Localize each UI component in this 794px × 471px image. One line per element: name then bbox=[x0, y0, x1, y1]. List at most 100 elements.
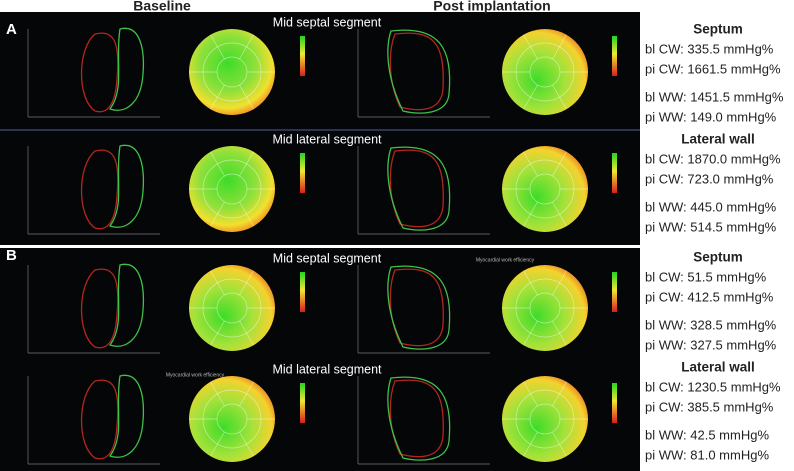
stat-line: bl WW: 445.0 mmHg% bbox=[645, 199, 777, 214]
stat-line: bl WW: 42.5 mmHg% bbox=[645, 427, 769, 442]
stat-line: pi CW: 412.5 mmHg% bbox=[645, 289, 774, 304]
color-bar bbox=[612, 153, 617, 193]
pressure-strain-loop bbox=[387, 146, 451, 231]
stat-line: pi CW: 1661.5 mmHg% bbox=[645, 61, 781, 76]
bullseye bbox=[502, 146, 588, 232]
stat-line: pi WW: 327.5 mmHg% bbox=[645, 337, 777, 352]
pressure-strain-loop bbox=[389, 149, 444, 228]
color-bar bbox=[300, 36, 305, 76]
panel-label: B bbox=[6, 247, 17, 264]
bullseye bbox=[502, 376, 588, 462]
bullseye-spoke bbox=[239, 381, 254, 407]
bullseye-spoke bbox=[552, 151, 567, 177]
stat-line: pi WW: 149.0 mmHg% bbox=[645, 109, 777, 124]
pressure-strain-loop bbox=[387, 265, 451, 350]
bullseye-spoke bbox=[552, 270, 567, 296]
segment-label: Mid septal segment bbox=[273, 251, 382, 265]
bullseye-spoke bbox=[239, 431, 254, 457]
bullseye bbox=[189, 146, 275, 232]
bullseye-spoke bbox=[552, 431, 567, 457]
bullseye-spoke bbox=[552, 381, 567, 407]
color-bar bbox=[612, 272, 617, 312]
segment-label: Mid lateral segment bbox=[272, 132, 382, 146]
bullseye-spoke bbox=[239, 84, 254, 110]
stat-line: pi CW: 723.0 mmHg% bbox=[645, 171, 774, 186]
stat-line: bl WW: 328.5 mmHg% bbox=[645, 317, 777, 332]
bullseye bbox=[502, 29, 588, 115]
bullseye-spoke bbox=[523, 320, 538, 346]
bullseye-spoke bbox=[239, 34, 254, 60]
color-bar bbox=[300, 272, 305, 312]
bullseye-spoke bbox=[210, 151, 225, 177]
row: Mid lateral segment Myocardial work effic… bbox=[27, 362, 617, 465]
pressure-strain-loop bbox=[108, 374, 145, 458]
image-caption: Myocardial work efficiency bbox=[476, 257, 535, 263]
stat-title: Lateral wall bbox=[681, 132, 755, 147]
bullseye bbox=[189, 29, 275, 115]
pressure-strain-loop bbox=[387, 376, 451, 461]
bullseye-spoke bbox=[210, 431, 225, 457]
color-bar bbox=[612, 36, 617, 76]
bullseye-spoke bbox=[523, 431, 538, 457]
pressure-strain-loop bbox=[387, 29, 451, 114]
pressure-strain-loop bbox=[389, 32, 444, 111]
stat-line: bl CW: 1230.5 mmHg% bbox=[645, 379, 781, 394]
segment-label: Mid lateral segment bbox=[272, 362, 382, 376]
bullseye-spoke bbox=[210, 381, 225, 407]
pressure-strain-loop bbox=[389, 268, 444, 347]
row: Mid lateral segment bbox=[27, 132, 617, 235]
stat-line: pi WW: 514.5 mmHg% bbox=[645, 219, 777, 234]
bullseye-spoke bbox=[523, 270, 538, 296]
stat-line: bl CW: 1870.0 mmHg% bbox=[645, 151, 781, 166]
bullseye bbox=[502, 265, 588, 351]
column-header: Baseline bbox=[133, 0, 191, 14]
pressure-strain-loop bbox=[80, 379, 119, 460]
bullseye-spoke bbox=[210, 320, 225, 346]
row: Mid septal segment bbox=[27, 15, 617, 118]
stat-line: bl CW: 51.5 mmHg% bbox=[645, 269, 767, 284]
bullseye-spoke bbox=[210, 34, 225, 60]
panel-label: A bbox=[6, 21, 17, 38]
content: A Mid septal segment Mid lateral segment Se… bbox=[6, 15, 784, 465]
column-header: Post implantation bbox=[433, 0, 550, 14]
color-bar bbox=[300, 153, 305, 193]
stat-title: Septum bbox=[693, 22, 743, 37]
bullseye-spoke bbox=[552, 201, 567, 227]
bullseye bbox=[189, 265, 275, 351]
stat-title: Lateral wall bbox=[681, 360, 755, 375]
bullseye-spoke bbox=[210, 201, 225, 227]
stat-line: pi WW: 81.0 mmHg% bbox=[645, 447, 769, 462]
bullseye-spoke bbox=[523, 151, 538, 177]
segment-label: Mid septal segment bbox=[273, 15, 382, 29]
bullseye bbox=[189, 376, 275, 462]
pressure-strain-loop bbox=[80, 149, 119, 230]
bullseye-spoke bbox=[523, 381, 538, 407]
bullseye-spoke bbox=[239, 270, 254, 296]
stat-line: bl CW: 335.5 mmHg% bbox=[645, 41, 774, 56]
stat-title: Septum bbox=[693, 250, 743, 265]
pressure-strain-loop bbox=[108, 27, 145, 111]
pressure-strain-loop bbox=[108, 144, 145, 228]
bullseye-spoke bbox=[210, 270, 225, 296]
bullseye-spoke bbox=[552, 84, 567, 110]
color-bar bbox=[612, 383, 617, 423]
pressure-strain-loop bbox=[389, 379, 444, 458]
image-caption: Myocardial work efficiency bbox=[166, 372, 225, 378]
bullseye-spoke bbox=[210, 84, 225, 110]
pressure-strain-loop bbox=[108, 263, 145, 347]
color-bar bbox=[300, 383, 305, 423]
row: Mid septal segment Myocardial work effici… bbox=[27, 251, 617, 354]
bullseye-spoke bbox=[552, 320, 567, 346]
stat-line: bl WW: 1451.5 mmHg% bbox=[645, 89, 784, 104]
pressure-strain-loop bbox=[80, 268, 119, 349]
bullseye-spoke bbox=[239, 151, 254, 177]
bullseye-spoke bbox=[523, 201, 538, 227]
bullseye-spoke bbox=[523, 34, 538, 60]
stat-line: pi CW: 385.5 mmHg% bbox=[645, 399, 774, 414]
bullseye-spoke bbox=[239, 201, 254, 227]
bullseye-spoke bbox=[552, 34, 567, 60]
pressure-strain-loop bbox=[80, 32, 119, 113]
bullseye-spoke bbox=[523, 84, 538, 110]
bullseye-spoke bbox=[239, 320, 254, 346]
